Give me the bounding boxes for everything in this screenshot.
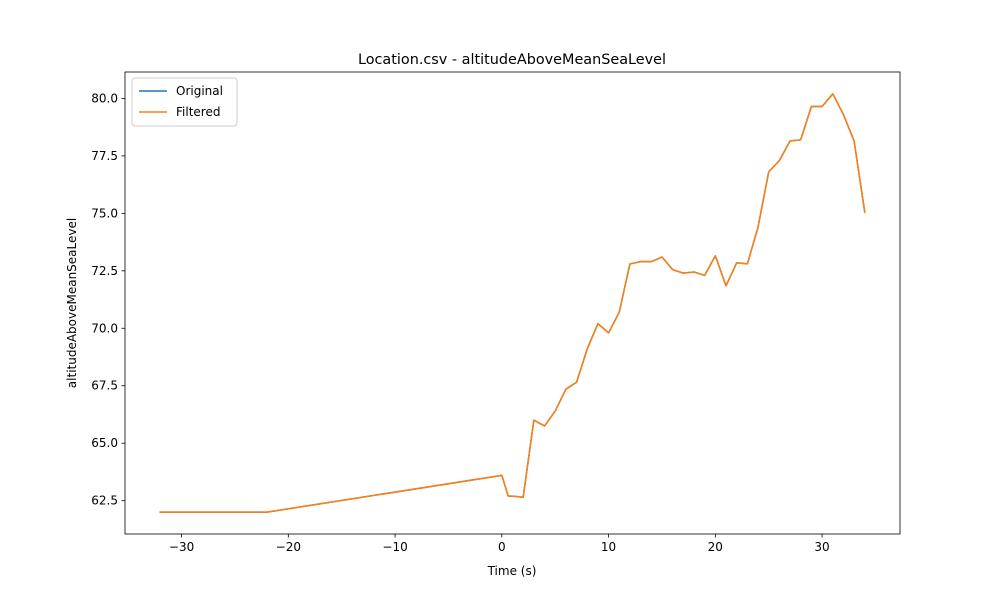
y-tick-label: 77.5: [91, 149, 118, 163]
x-tick-label: −30: [169, 540, 194, 554]
legend-label-filtered: Filtered: [176, 105, 220, 119]
series-line-filtered: [159, 93, 866, 513]
y-tick-label: 70.0: [91, 321, 118, 335]
y-tick-label: 62.5: [91, 494, 118, 508]
series-layer: [159, 93, 866, 513]
y-tick-label: 80.0: [91, 91, 118, 105]
axes-frame: [124, 71, 901, 535]
x-tick-label: 0: [498, 540, 506, 554]
x-tick-label: 30: [814, 540, 829, 554]
x-tick-label: −20: [276, 540, 301, 554]
y-tick-label: 72.5: [91, 264, 118, 278]
x-axis-label: Time (s): [487, 564, 537, 578]
chart-title: Location.csv - altitudeAboveMeanSeaLevel: [358, 52, 666, 68]
x-tick-label: −10: [382, 540, 407, 554]
x-tick-label: 10: [601, 540, 616, 554]
y-tick-label: 75.0: [91, 206, 118, 220]
y-axis-label: altitudeAboveMeanSeaLevel: [65, 218, 79, 388]
y-tick-label: 67.5: [91, 379, 118, 393]
legend: Original Filtered: [131, 77, 238, 127]
legend-box: [131, 77, 238, 127]
x-axis: −30 −20 −10 0 10 20 30: [169, 534, 830, 554]
legend-label-original: Original: [176, 84, 223, 98]
y-tick-label: 65.0: [91, 436, 118, 450]
x-tick-label: 20: [708, 540, 723, 554]
y-axis: 62.5 65.0 67.5 70.0 72.5 75.0 77.5 80.0: [91, 91, 125, 508]
